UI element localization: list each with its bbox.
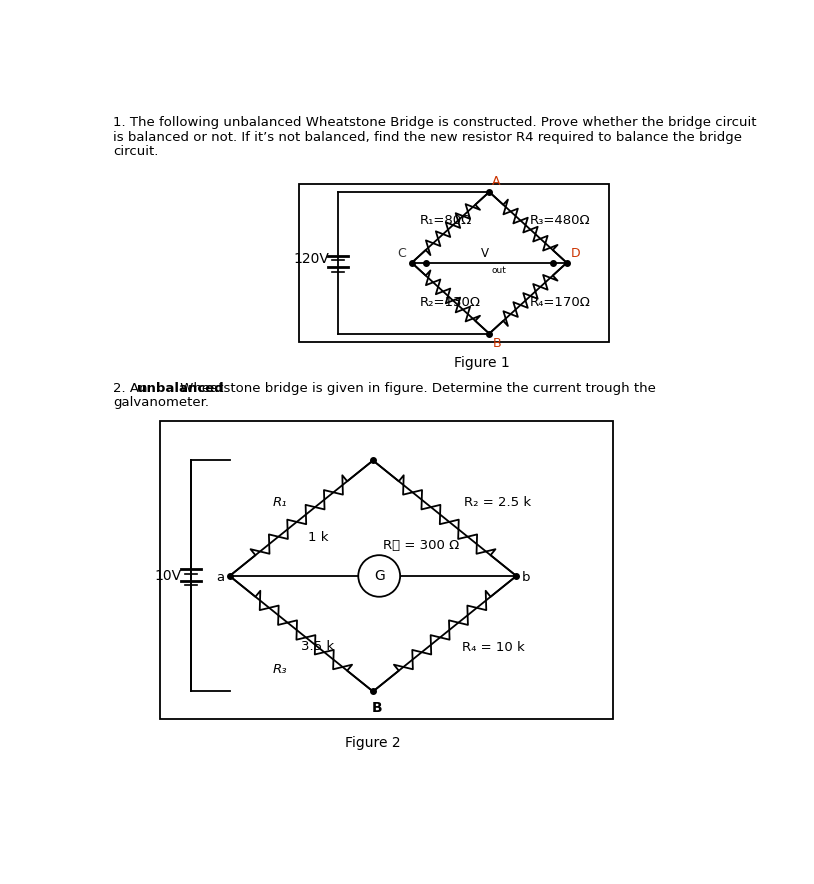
Text: R₄ = 10 k: R₄ = 10 k bbox=[462, 642, 524, 654]
Text: galvanometer.: galvanometer. bbox=[113, 396, 209, 409]
Text: a: a bbox=[216, 571, 224, 584]
Text: 1 k: 1 k bbox=[308, 530, 328, 544]
Text: V: V bbox=[481, 247, 489, 260]
Bar bbox=[160, 421, 613, 719]
Text: Figure 2: Figure 2 bbox=[345, 736, 400, 750]
Circle shape bbox=[358, 555, 400, 597]
Text: R₄=170Ω: R₄=170Ω bbox=[530, 296, 590, 309]
Text: 120V: 120V bbox=[293, 252, 329, 266]
Text: R₂=130Ω: R₂=130Ω bbox=[419, 296, 480, 309]
Text: unbalanced: unbalanced bbox=[137, 382, 224, 395]
Text: R₂ = 2.5 k: R₂ = 2.5 k bbox=[464, 496, 532, 509]
Text: circuit.: circuit. bbox=[113, 145, 159, 158]
Text: Wheatstone bridge is given in figure. Determine the current trough the: Wheatstone bridge is given in figure. De… bbox=[176, 382, 656, 395]
Text: D: D bbox=[571, 248, 580, 261]
Text: R⁧ = 300 Ω: R⁧ = 300 Ω bbox=[383, 539, 459, 552]
Text: G: G bbox=[374, 569, 384, 583]
Text: out: out bbox=[491, 266, 506, 275]
Text: 10V: 10V bbox=[155, 569, 182, 583]
Text: R₃=480Ω: R₃=480Ω bbox=[530, 214, 590, 227]
Text: R₁: R₁ bbox=[273, 496, 287, 509]
Text: R₁=80Ω: R₁=80Ω bbox=[419, 214, 472, 227]
Text: 3.5 k: 3.5 k bbox=[301, 640, 335, 653]
Text: B: B bbox=[492, 337, 501, 350]
Bar bbox=[300, 184, 610, 342]
Text: B: B bbox=[371, 701, 383, 714]
Text: 1. The following unbalanced Wheatstone Bridge is constructed. Prove whether the : 1. The following unbalanced Wheatstone B… bbox=[113, 116, 757, 129]
Text: 2. An: 2. An bbox=[113, 382, 152, 395]
Text: b: b bbox=[522, 571, 530, 584]
Text: Figure 1: Figure 1 bbox=[453, 355, 510, 370]
Text: is balanced or not. If it’s not balanced, find the new resistor R4 required to b: is balanced or not. If it’s not balanced… bbox=[113, 131, 742, 144]
Text: R₃: R₃ bbox=[273, 663, 287, 676]
Text: C: C bbox=[397, 248, 406, 261]
Text: A: A bbox=[492, 175, 501, 188]
